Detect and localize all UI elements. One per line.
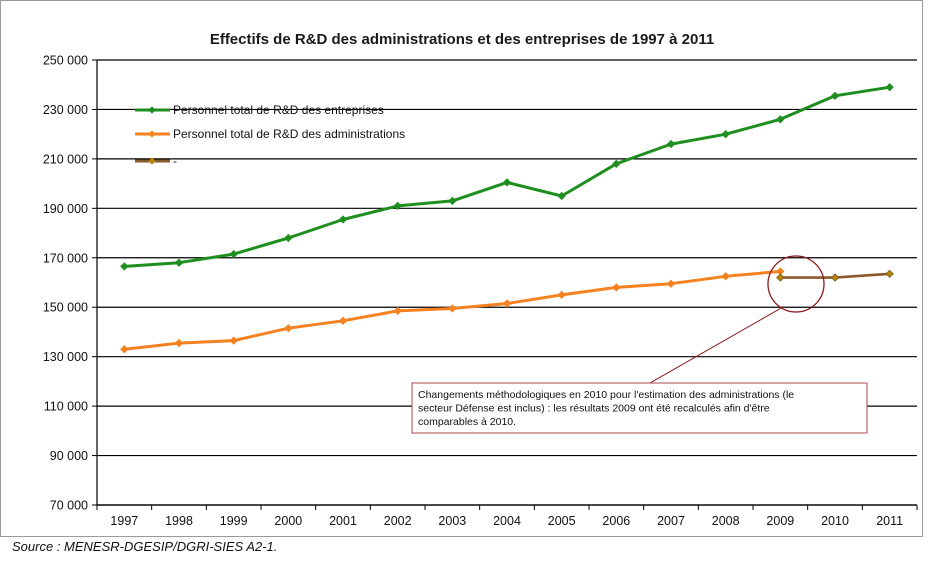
data-point bbox=[776, 273, 785, 282]
data-point bbox=[120, 262, 129, 271]
legend-label: - bbox=[173, 154, 177, 168]
legend-swatch-marker bbox=[148, 130, 156, 138]
y-tick-label: 210 000 bbox=[43, 152, 88, 166]
legend-label: Personnel total de R&D des administratio… bbox=[173, 127, 405, 141]
y-tick-label: 70 000 bbox=[50, 499, 88, 513]
y-axis-ticks: 70 000 90 000 110 000 130 000 150 000 170 000… bbox=[43, 54, 97, 513]
series-layer bbox=[120, 83, 894, 354]
x-tick-label: 2008 bbox=[712, 514, 740, 528]
y-tick-label: 230 000 bbox=[43, 103, 88, 117]
x-axis-ticks: 1997 1998 1999 2000 2001 2002 2003 2004 2005 2006… bbox=[96, 505, 918, 528]
data-point bbox=[612, 159, 621, 168]
data-point bbox=[229, 249, 238, 259]
data-point bbox=[666, 139, 676, 149]
source-note: Source : MENESR-DGESIP/DGRI-SIES A2-1. bbox=[12, 539, 278, 554]
x-tick-label: 2007 bbox=[657, 514, 685, 528]
data-point bbox=[448, 196, 457, 206]
data-point bbox=[830, 91, 840, 101]
y-tick-label: 150 000 bbox=[43, 301, 88, 315]
series-1 bbox=[120, 83, 894, 271]
data-point bbox=[120, 345, 129, 354]
data-point bbox=[393, 306, 402, 316]
data-point bbox=[502, 178, 512, 187]
y-tick-label: 250 000 bbox=[43, 54, 88, 68]
x-tick-label: 2002 bbox=[384, 514, 412, 528]
x-tick-label: 2003 bbox=[438, 514, 466, 528]
highlight-circle bbox=[767, 255, 825, 313]
legend: Personnel total de R&D des entreprises Pe… bbox=[135, 103, 405, 168]
y-tick-label: 110 000 bbox=[44, 400, 88, 414]
chart-title: Effectifs de R&D des administrations et … bbox=[210, 31, 714, 48]
annotation-text-line: comparables à 2010. bbox=[418, 416, 516, 428]
data-point bbox=[885, 83, 894, 92]
data-point bbox=[666, 279, 676, 288]
data-point bbox=[174, 338, 184, 348]
data-point bbox=[284, 233, 293, 243]
x-tick-label: 2010 bbox=[821, 514, 849, 528]
data-point bbox=[557, 290, 566, 300]
legend-label: Personnel total de R&D des entreprises bbox=[173, 103, 384, 117]
data-point bbox=[284, 324, 293, 333]
series-2 bbox=[120, 267, 785, 354]
data-point bbox=[502, 299, 512, 308]
legend-swatch-marker bbox=[148, 106, 156, 114]
y-tick-label: 190 000 bbox=[43, 202, 88, 216]
x-tick-label: 2001 bbox=[329, 514, 357, 528]
x-tick-label: 2005 bbox=[548, 514, 576, 528]
x-tick-label: 1999 bbox=[220, 514, 248, 528]
axes bbox=[96, 60, 917, 506]
data-point bbox=[612, 283, 621, 292]
x-tick-label: 2006 bbox=[602, 514, 630, 528]
data-point bbox=[229, 336, 238, 345]
annotation-text-line: secteur Défense est inclus) : les résult… bbox=[418, 403, 770, 415]
annotation-text-line: Changements méthodologiques en 2010 pour… bbox=[418, 389, 794, 401]
data-point bbox=[721, 130, 730, 139]
x-tick-label: 1998 bbox=[165, 514, 193, 528]
annotation-leader-line bbox=[649, 306, 784, 384]
annotation-box bbox=[411, 382, 868, 434]
data-point bbox=[557, 191, 566, 201]
x-tick-label: 2000 bbox=[274, 514, 302, 528]
x-tick-label: 2004 bbox=[493, 514, 521, 528]
x-tick-label: 2009 bbox=[766, 514, 794, 528]
x-tick-label: 2011 bbox=[876, 514, 903, 528]
data-point bbox=[448, 304, 457, 313]
annotation: Changements méthodologiques en 2010 pour… bbox=[411, 255, 868, 434]
y-tick-label: 130 000 bbox=[43, 350, 88, 364]
y-tick-label: 170 000 bbox=[43, 251, 88, 265]
data-point bbox=[338, 316, 348, 325]
data-point bbox=[174, 258, 184, 267]
data-point bbox=[830, 273, 840, 282]
x-tick-label: 1997 bbox=[110, 514, 138, 528]
data-point bbox=[338, 215, 348, 224]
chart-border bbox=[0, 0, 923, 537]
legend-swatch-marker bbox=[148, 157, 156, 165]
data-point bbox=[885, 269, 894, 279]
data-point bbox=[721, 272, 730, 281]
series-3 bbox=[776, 269, 894, 282]
data-point bbox=[776, 115, 785, 124]
y-tick-label: 90 000 bbox=[50, 449, 88, 463]
data-point bbox=[393, 201, 402, 211]
